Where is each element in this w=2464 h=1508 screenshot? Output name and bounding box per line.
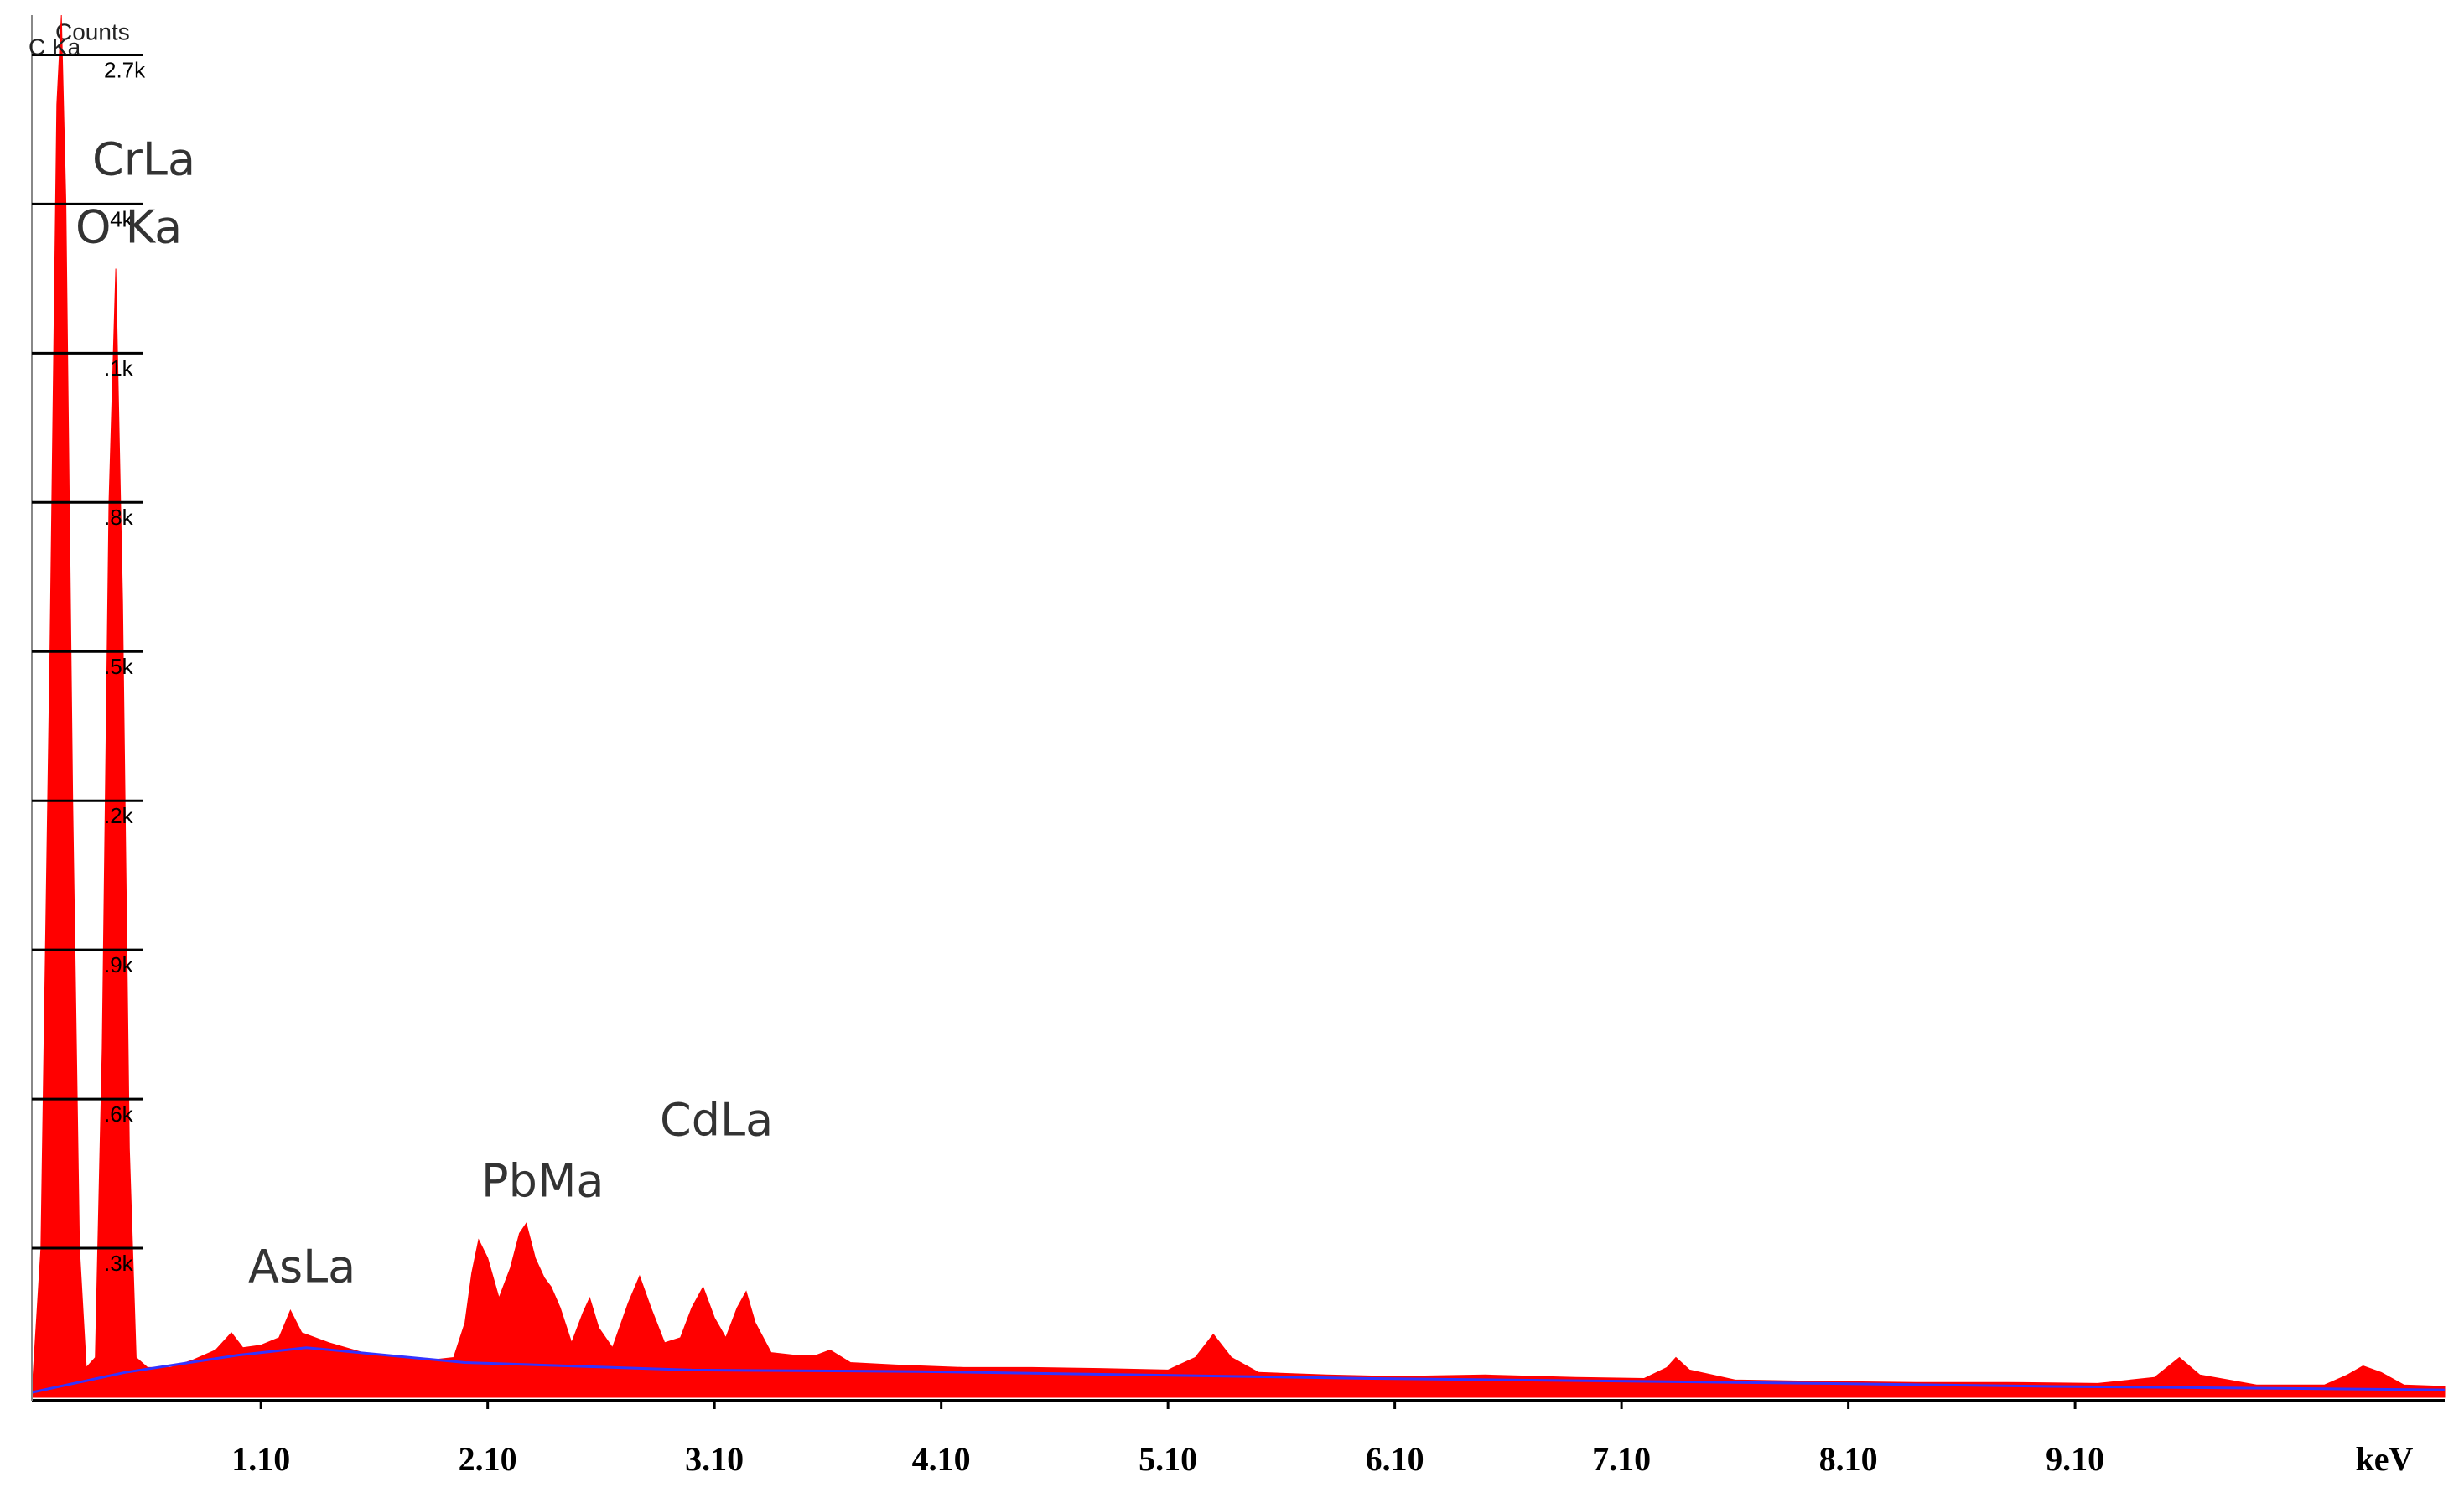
y-tick-label: .5k	[104, 654, 134, 679]
y-tick-label: .6k	[104, 1101, 134, 1127]
y-tick-label: .9k	[104, 952, 134, 977]
spectrum-area	[31, 14, 2446, 1398]
x-tick-label: 8.10	[1819, 1440, 1878, 1478]
background-line	[31, 1346, 2446, 1394]
x-axis-label: keV	[2356, 1440, 2414, 1478]
x-tick-label: 3.10	[685, 1440, 744, 1478]
x-tick-label: 4.10	[912, 1440, 971, 1478]
x-tick-label: 2.10	[459, 1440, 517, 1478]
chart-title: Counts	[55, 18, 130, 44]
y-tick-label: .3k	[104, 1251, 134, 1276]
y-tick-label: .2k	[104, 803, 134, 828]
y-tick-label: .4k	[104, 206, 134, 231]
x-tick-label: 9.10	[2046, 1440, 2104, 1478]
x-tick-label: 1.10	[231, 1440, 290, 1478]
x-tick-label: 7.10	[1592, 1440, 1651, 1478]
y-tick-label: .1k	[104, 355, 134, 381]
x-tick-label: 5.10	[1139, 1440, 1197, 1478]
peak-label: CdLa	[660, 1094, 773, 1147]
peak-label: O Ka	[75, 201, 182, 254]
y-tick-label: 2.7k	[104, 57, 146, 82]
y-tick-label: .8k	[104, 505, 134, 530]
peak-label: C Ka	[29, 34, 81, 60]
peak-label: AsLa	[248, 1241, 355, 1293]
peak-label: CrLa	[92, 133, 195, 186]
peak-label: PbMa	[481, 1155, 604, 1208]
x-tick-label: 6.10	[1366, 1440, 1424, 1478]
